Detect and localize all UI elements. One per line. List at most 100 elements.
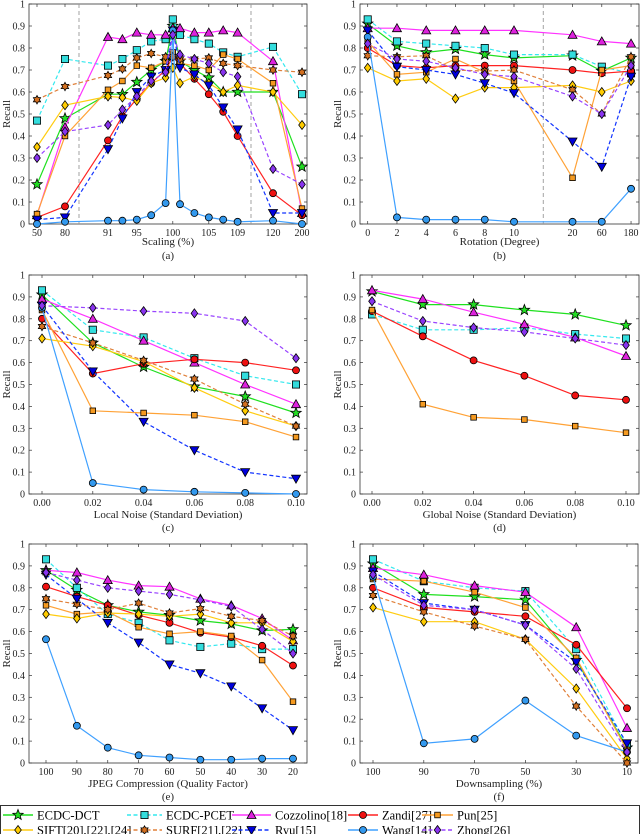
data-point	[417, 293, 428, 303]
data-point	[134, 598, 144, 609]
data-point	[391, 22, 403, 33]
y-tick-label: 0.3	[344, 424, 357, 435]
y-tick-label: 0.5	[13, 380, 26, 391]
data-point	[134, 608, 143, 620]
data-point	[568, 66, 577, 74]
data-point	[195, 603, 205, 614]
data-point	[269, 216, 277, 225]
data-point	[522, 604, 529, 611]
series-pun-25	[368, 306, 630, 436]
legend-label: Cozzolino[18]	[275, 809, 347, 823]
data-point	[520, 326, 529, 338]
x-tick-label: 50	[520, 767, 530, 778]
legend-entry: SIFT[20],[22],[24]	[3, 824, 131, 834]
data-point	[204, 39, 213, 48]
series-zhong-26	[363, 38, 635, 120]
data-point	[103, 70, 113, 81]
y-tick-label: 0.3	[13, 154, 26, 165]
data-point	[417, 587, 431, 600]
data-point	[289, 636, 297, 647]
data-point	[627, 60, 635, 71]
y-axis-label: Recall	[1, 100, 13, 128]
data-point	[38, 300, 46, 311]
y-tick-label: 0.4	[344, 671, 357, 682]
series-surf-21-22	[37, 321, 301, 432]
data-point	[363, 15, 372, 24]
data-point	[597, 108, 606, 120]
data-point	[174, 63, 186, 74]
data-point	[572, 731, 581, 740]
data-point	[296, 209, 308, 219]
series-zhong-26	[33, 29, 306, 190]
series-ryu-15	[36, 301, 302, 484]
legend-marker	[14, 824, 22, 834]
y-tick-label: 0.6	[344, 627, 357, 638]
data-point	[61, 55, 70, 64]
y-axis-label: Recall	[332, 370, 344, 398]
data-point	[622, 339, 630, 351]
data-point	[519, 593, 532, 606]
data-point	[60, 81, 70, 92]
series-ryu-15	[362, 26, 637, 173]
legend-entry: Wang[14]	[348, 824, 432, 834]
x-tick-label: 0.02	[84, 498, 102, 509]
data-point	[451, 62, 460, 73]
data-point	[572, 683, 580, 694]
data-point	[133, 91, 141, 102]
data-point	[33, 116, 42, 125]
data-point	[571, 658, 582, 668]
data-point	[147, 211, 156, 220]
x-tick-label: 0.02	[414, 498, 432, 509]
data-point	[146, 48, 156, 59]
data-point	[470, 414, 477, 421]
data-point	[518, 303, 531, 316]
data-point	[619, 318, 633, 331]
y-tick-label: 0.7	[344, 605, 357, 616]
data-point	[241, 371, 250, 380]
legend-box	[0, 805, 640, 834]
y-tick-label: 0.6	[344, 88, 357, 99]
y-tick-label: 0.2	[344, 446, 357, 457]
data-point	[104, 91, 112, 102]
x-tick-label: 70	[470, 767, 480, 778]
data-point	[103, 582, 112, 593]
data-point	[37, 321, 47, 332]
data-point	[232, 27, 243, 37]
data-point	[241, 315, 249, 327]
x-tick-label: 100	[366, 767, 381, 778]
data-point	[147, 37, 156, 46]
data-point	[422, 73, 431, 84]
legend-marker	[359, 811, 367, 819]
data-point	[176, 49, 184, 60]
data-point	[368, 306, 376, 314]
data-point	[240, 468, 251, 478]
x-tick-label: 90	[72, 767, 82, 778]
data-point	[139, 355, 148, 366]
y-tick-label: 0.7	[344, 66, 357, 77]
data-point	[226, 682, 237, 692]
data-point	[238, 389, 252, 402]
series-line	[41, 337, 297, 427]
y-tick-label: 0.3	[13, 693, 26, 704]
data-point	[89, 302, 97, 314]
data-point	[451, 41, 460, 50]
data-point	[241, 418, 249, 425]
series-line	[41, 307, 297, 495]
plot-area	[28, 274, 308, 495]
x-tick-label: 2	[394, 228, 399, 239]
data-point	[479, 79, 490, 89]
data-point	[269, 163, 277, 175]
series-cozzolino-18	[36, 293, 302, 409]
plot-area	[359, 543, 639, 764]
data-point	[289, 648, 297, 659]
data-point	[362, 26, 373, 36]
data-point	[420, 600, 428, 611]
data-point	[130, 75, 144, 88]
data-point	[204, 213, 213, 222]
series-ecdc-pcet	[33, 15, 306, 125]
data-point	[298, 179, 306, 190]
x-tick-label: 10	[509, 228, 519, 239]
data-point	[625, 72, 637, 82]
data-point	[227, 755, 236, 764]
legend-marker	[433, 824, 442, 834]
